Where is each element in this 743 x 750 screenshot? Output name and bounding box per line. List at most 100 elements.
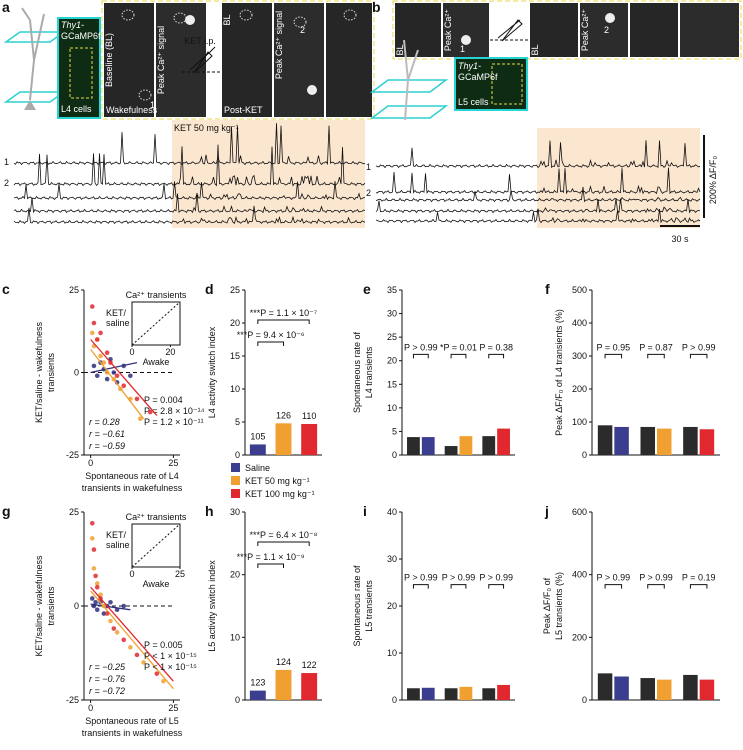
bracket [647,353,665,359]
y-tick-label: 200 [572,632,587,642]
stat-r: r = −0.25 [89,662,126,672]
bracket [450,584,467,589]
scale-label: 30 s [671,234,689,244]
roi-label: 1 [150,100,155,110]
y-tick-label: 5 [392,426,397,436]
label: L5 cells [458,97,489,107]
point [161,678,166,684]
count-label: 126 [276,410,291,420]
label: Peak Ca²⁺ [580,9,590,52]
bar [657,679,672,700]
bracket [257,541,310,546]
y-axis-label: L4 transients [364,346,374,398]
y-tick-label: 25 [230,285,240,295]
label: L4 cells [61,104,92,114]
bar [597,673,613,700]
roi-label: 2 [604,25,609,35]
fit-line [90,586,174,682]
y-axis-label: transients [46,352,56,392]
inset-x-label: Awake [143,579,170,589]
image [530,3,578,57]
inset-y-label: saline [106,318,130,328]
y-tick-label: 0 [582,450,587,460]
count-label: 122 [302,660,317,670]
trace [375,186,701,203]
trace [375,208,701,224]
inset-tick-label: 0 [129,569,134,579]
stat-p: P = 0.004 [144,395,183,405]
y-tick-label: 25 [69,507,79,517]
image [104,3,154,117]
p-value: ***P = 1.1 × 10⁻⁹ [237,552,305,562]
label: Post-KET [224,105,263,115]
bar [444,688,458,700]
image [222,3,272,117]
stat-r: r = 0.28 [89,417,120,427]
bar [421,687,435,700]
diagonal [131,301,181,346]
syringe [189,46,216,74]
point [114,373,120,379]
panel-letter: g [2,503,11,519]
y-tick-label: 35 [387,285,397,295]
bracket [257,319,310,324]
point [128,373,133,379]
y-tick-label: -25 [66,450,79,460]
y-tick-label: 40 [387,507,397,517]
x-axis-label: Spontaneous rate of L4 [85,471,179,481]
image [274,3,324,117]
p-value: P > 0.99 [404,342,438,352]
point [101,611,107,616]
y-tick-label: 0 [392,450,397,460]
x-tick-label: 0 [88,458,93,468]
soma [24,100,36,110]
y-tick-label: 600 [572,507,587,517]
stat-p: P < 1 × 10⁻¹⁵ [144,651,197,661]
point [91,363,97,369]
inset-tick-label: 25 [175,569,185,579]
y-axis-label: Peak ΔF/F₀ of [542,577,552,634]
y-tick-label: -25 [66,695,79,705]
neuron [403,39,419,121]
point [121,637,127,643]
bar [683,426,698,455]
y-tick-label: 0 [582,695,587,705]
point [108,618,113,624]
point [98,592,103,598]
panel-letter: j [544,503,549,519]
inset-title: Ca²⁺ transients [126,290,187,300]
fit-line [90,339,158,416]
trace [13,123,365,166]
legend-swatch [231,476,240,485]
count-label: 110 [302,411,316,421]
inset-tick-label: 0 [129,347,134,357]
bar [683,674,698,700]
point [93,599,98,605]
fit-line [90,603,131,611]
point [141,660,146,665]
point [154,671,160,676]
stat-p: P < 1 × 10⁻¹⁵ [144,662,197,672]
roi-label: 1 [460,44,465,54]
bar [301,673,318,700]
y-tick-label: 20 [387,356,397,366]
x-tick-label: 25 [168,703,178,713]
bracket [689,584,708,589]
stat-p: P = 1.2 × 10⁻¹¹ [144,417,204,427]
y-tick-label: 10 [387,403,397,413]
label: KET i.p. [184,36,216,46]
y-tick-label: 0 [74,368,79,378]
active-cell [185,15,195,25]
label: Peak Ca²⁺ signal [274,11,284,79]
label: BL [222,14,232,25]
trace-label: 2 [366,188,371,198]
x-tick-label: 25 [168,458,178,468]
legend-label: KET 50 mg kg⁻¹ [245,476,310,486]
label: Baseline (BL) [104,33,114,87]
point [114,630,120,635]
label: BL [395,44,405,55]
panel-letter: a [2,0,10,15]
point [111,626,117,631]
bar [444,446,458,455]
y-tick-label: 30 [387,309,397,319]
